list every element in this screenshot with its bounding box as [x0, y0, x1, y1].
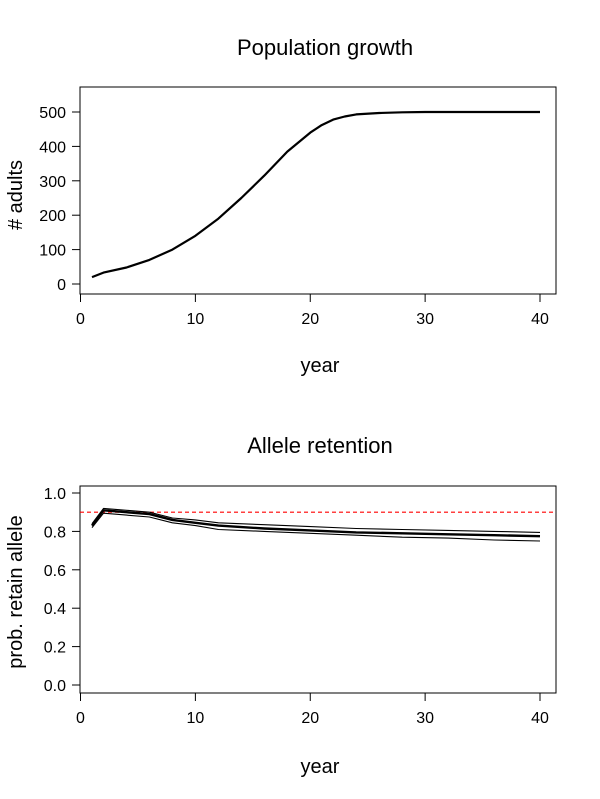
- tick-group: 0 10 20 30 40 0.0 0.2 0.4 0.6 0.8 1.0: [44, 486, 549, 727]
- y-tick-label: 200: [39, 208, 66, 225]
- y-axis-label: prob. retain allele: [5, 515, 27, 668]
- y-tick-label: 0.0: [44, 678, 66, 695]
- chart-title: Population growth: [237, 35, 413, 60]
- series-group: [91, 110, 540, 279]
- y-tick-label: 0.2: [44, 640, 66, 657]
- x-tick-label: 10: [186, 311, 204, 328]
- series-line-1: [91, 110, 540, 279]
- x-tick-label: 30: [416, 311, 434, 328]
- y-axis-label: # adults: [5, 160, 27, 230]
- y-tick-label: 0.6: [44, 563, 66, 580]
- y-tick-label: 0: [57, 277, 66, 294]
- allele-retention-panel: Allele retention 0 10 20 30 40 0.0 0.2 0.4 0.6 0.…: [5, 433, 557, 778]
- y-tick-label: 300: [39, 174, 66, 191]
- series-line-2: [91, 509, 541, 538]
- y-tick-label: 500: [39, 105, 66, 122]
- plot-frame: [79, 86, 557, 295]
- x-tick-label: 30: [416, 710, 434, 727]
- x-tick-label: 0: [76, 710, 85, 727]
- y-tick-label: 400: [39, 139, 66, 156]
- x-axis-label: year: [301, 355, 340, 377]
- y-tick-label: 1.0: [44, 486, 66, 503]
- y-tick-label: 100: [39, 243, 66, 260]
- x-axis-label: year: [301, 756, 340, 778]
- x-tick-label: 20: [301, 710, 319, 727]
- y-tick-label: 0.4: [44, 601, 66, 618]
- series-group: [91, 507, 541, 542]
- x-tick-label: 10: [186, 710, 204, 727]
- series-line-3: [91, 512, 541, 542]
- x-tick-label: 0: [76, 311, 85, 328]
- chart-title: Allele retention: [247, 433, 393, 458]
- x-tick-label: 20: [301, 311, 319, 328]
- series-line-1: [91, 507, 541, 533]
- population-growth-panel: Population growth 0 10 20 30 400100200300400…: [5, 35, 557, 377]
- x-tick-label: 40: [531, 311, 549, 328]
- x-tick-label: 40: [531, 710, 549, 727]
- y-tick-label: 0.8: [44, 524, 66, 541]
